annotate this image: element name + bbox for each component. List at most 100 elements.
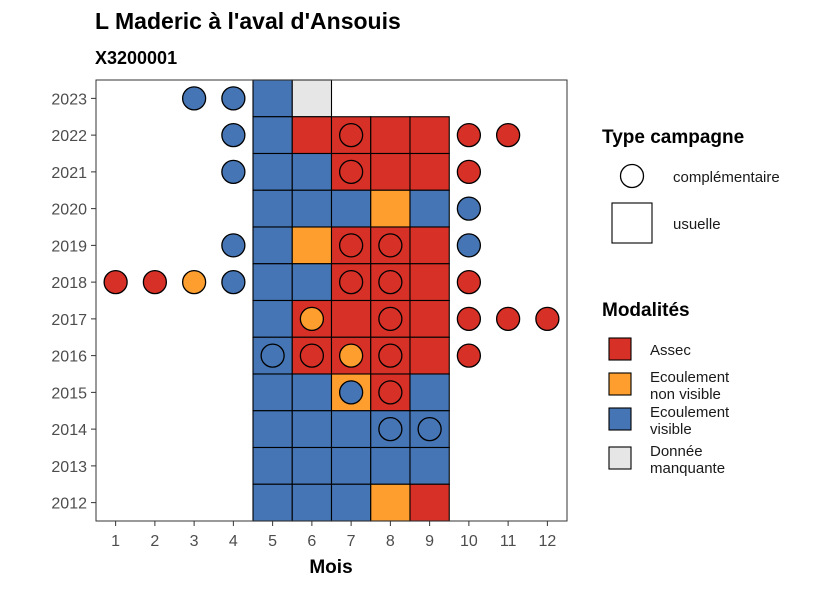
point-2023-4 [221, 86, 246, 111]
point-2020-10 [456, 196, 482, 221]
tile-2012-5 [252, 483, 293, 522]
y-tick-label: 2020 [51, 202, 87, 219]
legend-modalites: Modalités Assec Ecoulement non visibleEcou… [602, 300, 730, 477]
tile-2022-9 [409, 116, 450, 155]
tile-2021-5 [252, 152, 293, 191]
point-2019-8 [378, 233, 403, 258]
legend-modalite-label: Ecoulement non visible [650, 369, 730, 403]
point-2022-4 [221, 122, 246, 148]
x-tick-label: 3 [190, 533, 199, 550]
tile-2013-9 [409, 446, 450, 485]
legend-type-label: complémentaire [673, 169, 780, 186]
y-tick-label: 2018 [51, 275, 87, 292]
x-axis: 1 2 3 4 5 6 7 8 9 10 11 12 [111, 521, 556, 550]
tile-2016-9 [409, 336, 450, 375]
point-2022-7 [338, 122, 364, 148]
tile-2015-5 [252, 373, 293, 412]
tile-2018-9 [409, 263, 450, 302]
tile-2019-5 [252, 226, 293, 265]
point-2016-8 [378, 343, 403, 368]
point-2019-7 [338, 233, 364, 258]
tile-2022-8 [370, 116, 411, 155]
tile-2013-8 [370, 446, 411, 485]
point-2015-8 [378, 380, 403, 405]
tile-2021-8 [370, 152, 411, 191]
tile-2013-7 [330, 446, 372, 485]
tile-2017-9 [409, 299, 450, 338]
tile-2021-9 [409, 152, 450, 191]
point-2018-1 [103, 269, 128, 295]
point-2016-5 [260, 343, 285, 368]
tile-2017-5 [252, 299, 293, 338]
point-2017-10 [456, 306, 482, 332]
point-2017-6 [299, 306, 325, 332]
point-2018-2 [142, 269, 168, 295]
tile-2012-6 [291, 483, 333, 522]
y-tick-label: 2012 [51, 496, 87, 513]
tile-2022-5 [252, 116, 293, 155]
tile-2020-6 [291, 189, 333, 228]
panel-border [95, 79, 568, 522]
x-tick-label: 9 [425, 533, 434, 550]
tile-2020-5 [252, 189, 293, 228]
legend-square-key [611, 202, 653, 244]
tile-2012-8 [370, 483, 411, 522]
tile-2018-5 [252, 263, 293, 302]
point-2022-11 [495, 122, 521, 148]
tile-2012-7 [330, 483, 372, 522]
x-tick-label: 6 [307, 533, 316, 550]
x-axis-title: Mois [309, 557, 352, 578]
point-2017-8 [378, 306, 403, 332]
point-2016-6 [299, 343, 325, 368]
y-tick-label: 2017 [51, 312, 87, 329]
y-tick-label: 2016 [51, 349, 87, 366]
point-2014-8 [378, 416, 403, 442]
legend-modalites-title: Modalités [602, 300, 690, 321]
y-tick-label: 2015 [51, 385, 87, 402]
legend-modalite-label: Assec [650, 342, 691, 359]
tile-2019-6 [291, 226, 333, 265]
point-2018-7 [338, 269, 364, 295]
point-2015-7 [338, 380, 364, 405]
legend-modalite-key [608, 407, 632, 431]
tile-2017-8 [370, 299, 411, 338]
y-tick-label: 2023 [51, 91, 87, 108]
point-2021-10 [456, 159, 482, 185]
x-tick-label: 12 [538, 533, 556, 550]
x-tick-label: 11 [500, 533, 517, 550]
x-tick-label: 1 [111, 533, 120, 550]
point-2022-10 [456, 122, 482, 148]
y-tick-label: 2021 [51, 165, 87, 182]
point-2023-3 [181, 86, 207, 111]
point-2021-7 [338, 159, 364, 185]
plot-area [95, 79, 568, 522]
tile-2018-6 [291, 263, 333, 302]
point-2019-10 [456, 233, 482, 258]
tile-2023-5 [252, 79, 293, 118]
point-2018-8 [378, 269, 403, 295]
legend-type-campagne: Type campagne complémentaire usuelle [602, 127, 780, 244]
point-2014-9 [417, 416, 442, 442]
tile-2015-8 [370, 373, 411, 412]
tile-2014-5 [252, 410, 293, 449]
x-tick-label: 10 [460, 533, 478, 550]
x-tick-label: 7 [347, 533, 356, 550]
tile-2019-9 [409, 226, 450, 265]
y-tick-label: 2022 [51, 128, 87, 145]
tile-2013-6 [291, 446, 333, 485]
point-2018-3 [181, 269, 207, 295]
legend-modalite-key [608, 372, 632, 396]
point-2021-4 [221, 159, 246, 185]
x-tick-label: 5 [268, 533, 277, 550]
y-axis: 2012 2013 2014 2015 2016 2017 2018 2019 2020 2021… [51, 91, 96, 513]
x-tick-label: 4 [229, 533, 238, 550]
tile-2020-7 [330, 189, 372, 228]
legend-modalite-label: Ecoulement visible [650, 404, 730, 438]
legend-modalite-key [608, 446, 632, 470]
point-2017-11 [495, 306, 521, 332]
point-2018-4 [221, 269, 246, 295]
tile-2015-9 [409, 373, 450, 412]
tile-2013-5 [252, 446, 293, 485]
chart-title: L Maderic à l'aval d'Ansouis [95, 8, 401, 34]
